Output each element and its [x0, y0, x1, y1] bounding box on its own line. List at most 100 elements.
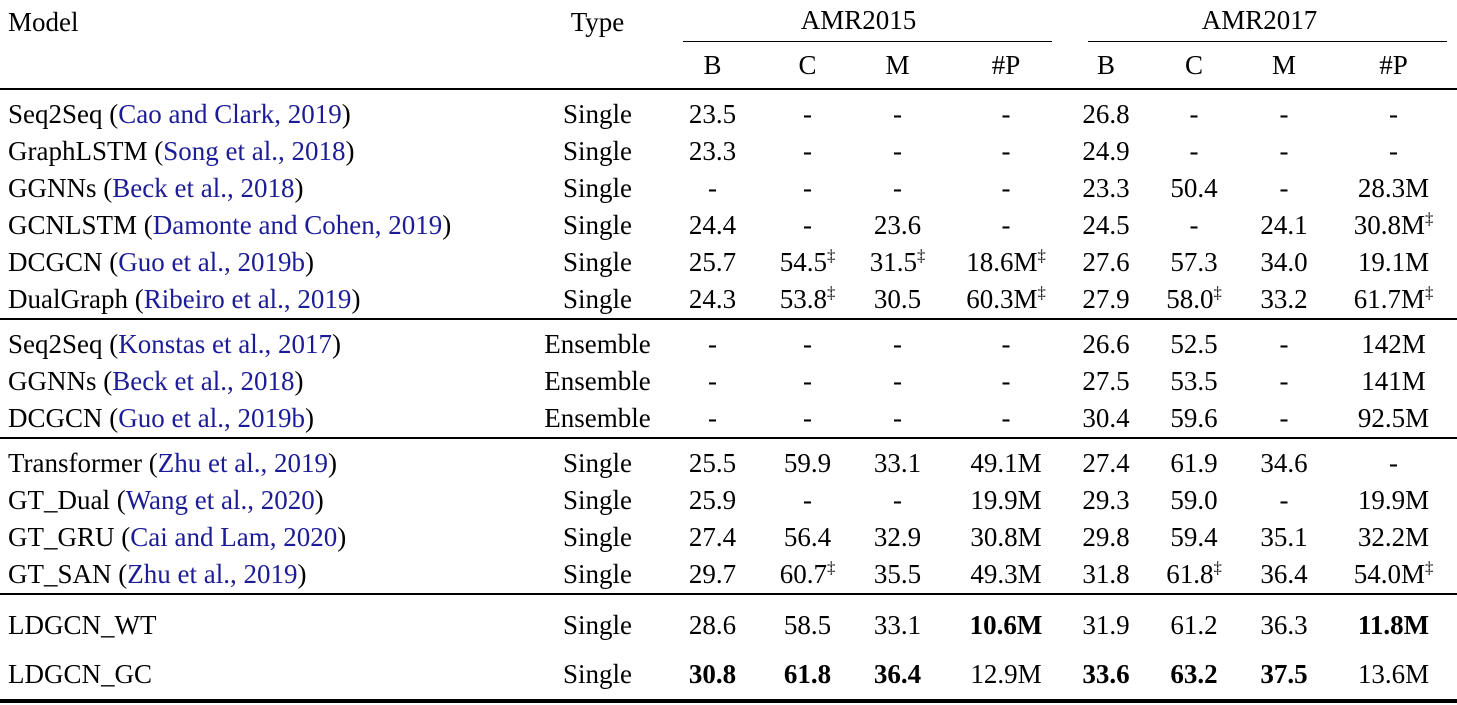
citation-link[interactable]: Song et al., 2018: [163, 136, 346, 166]
citation-link[interactable]: Beck et al., 2018: [112, 366, 295, 396]
metric-cell: 54.0M‡: [1353, 558, 1434, 589]
metric-cell: -: [1001, 210, 1011, 240]
metric-cell: 63.2: [1170, 659, 1218, 689]
type-cell: Single: [540, 437, 655, 482]
column-header-chrf-2015: C: [770, 42, 845, 90]
citation-link[interactable]: Konstas et al., 2017: [118, 329, 332, 359]
metric-cell: 27.5: [1082, 366, 1130, 396]
table-row: DCGCN (Guo et al., 2019b) Ensemble - - - - 30.…: [0, 400, 1457, 438]
metric-cell: 13.6M: [1357, 659, 1430, 689]
group-header-row: Model Type AMR2015 AMR2017: [0, 0, 1457, 90]
metric-cell: 33.2: [1260, 284, 1308, 314]
model-cell: DCGCN (Guo et al., 2019b): [8, 247, 314, 277]
double-dagger-marker: ‡: [1424, 209, 1434, 228]
metric-cell: -: [1279, 403, 1289, 433]
metric-cell: 25.7: [688, 247, 737, 277]
type-cell: Single: [562, 284, 632, 314]
metric-cell: -: [1279, 366, 1289, 396]
column-header-bleu-2017: B: [1062, 42, 1151, 90]
column-header-bleu-2015: B: [655, 42, 770, 90]
model-cell: Seq2Seq (Konstas et al., 2017): [0, 318, 540, 363]
metric-cell: 142M: [1330, 318, 1457, 363]
metric-cell: 29.8: [1082, 522, 1130, 552]
citation-link[interactable]: Zhu et al., 2019: [127, 559, 298, 589]
citation-link[interactable]: Guo et al., 2019b: [118, 247, 305, 277]
citation-link[interactable]: Cao and Clark, 2019: [118, 99, 342, 129]
model-cell: LDGCN_GC: [0, 650, 540, 701]
group-rule: [683, 41, 1053, 42]
metric-cell: -: [708, 173, 717, 203]
model-cell: DCGCN (Guo et al., 2019b): [8, 403, 314, 433]
metric-cell: 53.5: [1170, 366, 1218, 396]
metric-cell: 59.4: [1170, 522, 1218, 552]
metric-cell: -: [845, 318, 950, 363]
metric-cell: 59.6: [1170, 403, 1218, 433]
metric-cell: -: [1238, 318, 1331, 363]
model-cell: GT_SAN (Zhu et al., 2019): [8, 559, 307, 589]
model-name: GGNNs: [8, 366, 97, 396]
citation-link[interactable]: Cai and Lam, 2020: [130, 522, 338, 552]
metric-cell: 35.5: [873, 559, 922, 589]
metric-cell: 36.4: [873, 659, 922, 689]
metric-cell: 35.1: [1260, 522, 1308, 552]
metric-cell: 36.4: [1260, 559, 1308, 589]
metric-cell: 26.6: [1062, 318, 1151, 363]
citation-link[interactable]: Wang et al., 2020: [125, 485, 315, 515]
metric-cell: 19.1M: [1357, 247, 1430, 277]
metric-cell: 19.9M: [970, 485, 1042, 515]
metric-cell: -: [893, 485, 902, 515]
model-name: Transformer: [8, 448, 142, 478]
table-row: GGNNs (Beck et al., 2018) Single - - - - 23.3 5…: [0, 170, 1457, 207]
citation-link[interactable]: Ribeiro et al., 2019: [143, 284, 352, 314]
metric-cell: 49.1M: [950, 437, 1063, 482]
model-name: LDGCN_GC: [8, 659, 153, 689]
column-header-chrf-2017: C: [1150, 42, 1239, 90]
metric-cell: 34.6: [1238, 437, 1331, 482]
metric-cell: 27.6: [1082, 247, 1130, 277]
column-header-model: Model: [0, 0, 540, 90]
table-header: Model Type AMR2015 AMR2017 B C M #P B C: [0, 0, 1457, 90]
metric-cell: 59.9: [770, 437, 845, 482]
table-row: GT_SAN (Zhu et al., 2019) Single 29.7 60.7‡…: [0, 556, 1457, 594]
column-header-params-2017: #P: [1330, 42, 1457, 90]
table-section-4: LDGCN_WT Single 28.6 58.5 33.1 10.6M 31.9 61.2 3…: [0, 593, 1457, 701]
metric-cell: 29.3: [1082, 485, 1130, 515]
metric-cell: -: [950, 318, 1063, 363]
table-row: LDGCN_WT Single 28.6 58.5 33.1 10.6M 31.9 61.2 3…: [0, 593, 1457, 650]
citation-link[interactable]: Damonte and Cohen, 2019: [152, 210, 443, 240]
metric-cell: -: [1389, 99, 1399, 129]
metric-cell: 61.7M‡: [1353, 283, 1434, 314]
citation-link[interactable]: Zhu et al., 2019: [157, 448, 328, 478]
citation-link[interactable]: Beck et al., 2018: [112, 173, 295, 203]
column-header-params-2015: #P: [950, 42, 1063, 90]
metric-cell: -: [803, 99, 812, 129]
metric-cell: 60.7‡: [779, 558, 836, 589]
metric-cell: -: [1279, 136, 1289, 166]
citation-link[interactable]: Guo et al., 2019b: [118, 403, 305, 433]
metric-cell: 31.5‡: [869, 246, 926, 277]
model-name: DCGCN: [8, 247, 103, 277]
double-dagger-marker: ‡: [916, 246, 926, 265]
metric-cell: 56.4: [783, 522, 832, 552]
model-cell: GCNLSTM (Damonte and Cohen, 2019): [8, 210, 452, 240]
metric-cell: 61.8‡: [1166, 558, 1222, 589]
metric-cell: 25.5: [655, 437, 770, 482]
metric-cell: 32.2M: [1357, 522, 1430, 552]
model-name: GT_Dual: [8, 485, 110, 515]
table-row: LDGCN_GC Single 30.8 61.8 36.4 12.9M 33.6 63.2 3…: [0, 650, 1457, 701]
model-cell: GT_Dual (Wang et al., 2020): [8, 485, 324, 515]
metric-cell: 57.3: [1170, 247, 1218, 277]
double-dagger-marker: ‡: [1037, 246, 1046, 265]
metric-cell: -: [1279, 173, 1289, 203]
metric-cell: 49.3M: [970, 559, 1042, 589]
metric-cell: 58.5: [770, 593, 845, 650]
table-row: Seq2Seq (Cao and Clark, 2019) Single 23.5 -…: [0, 89, 1457, 133]
metric-cell: -: [1001, 99, 1011, 129]
type-cell: Single: [562, 247, 632, 277]
metric-cell: -: [1279, 99, 1289, 129]
model-cell: GraphLSTM (Song et al., 2018): [8, 136, 355, 166]
column-header-type: Type: [540, 0, 655, 90]
metric-cell: 27.4: [688, 522, 737, 552]
metric-cell: 92.5M: [1357, 403, 1430, 433]
